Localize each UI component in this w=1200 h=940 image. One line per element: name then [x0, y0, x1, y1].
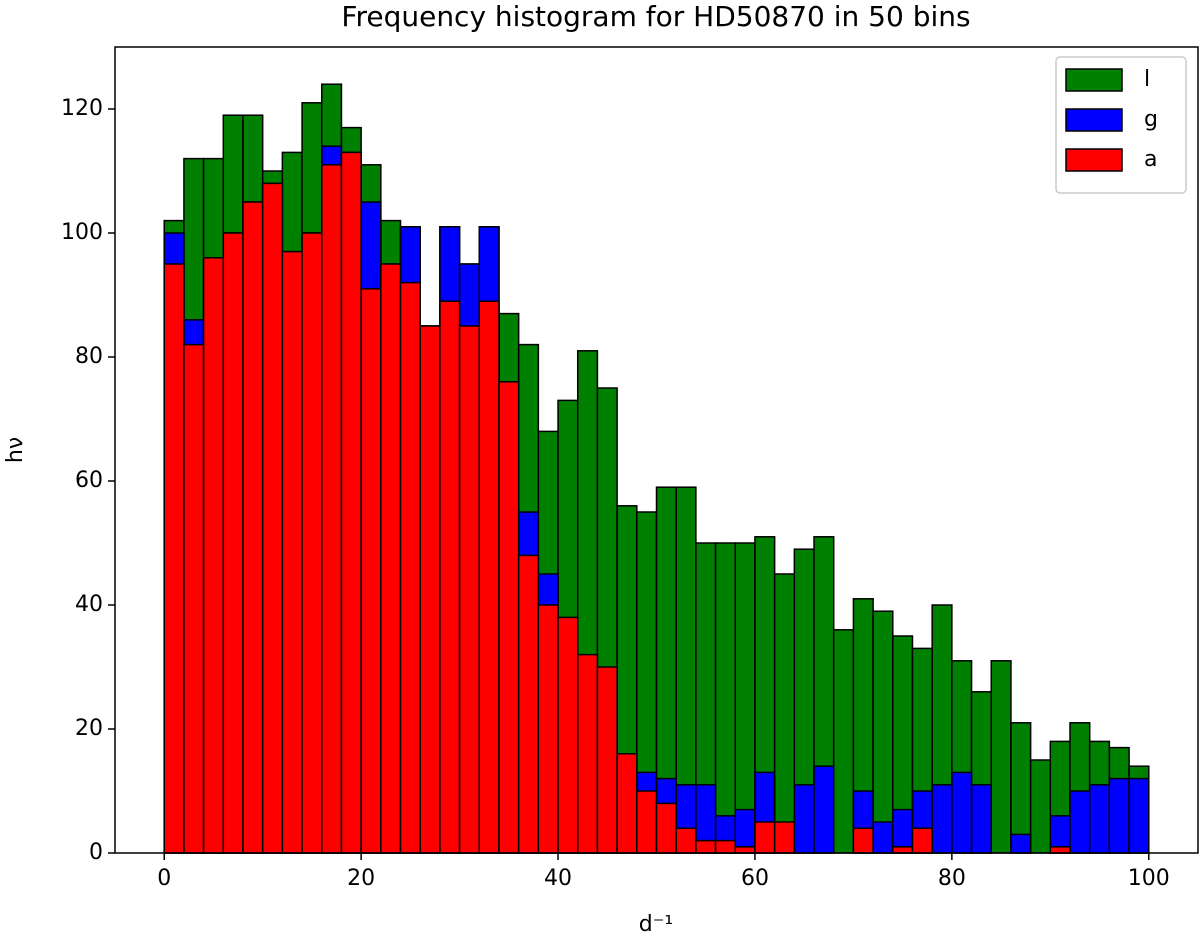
bar [183, 343, 205, 854]
bar [1069, 790, 1091, 854]
bar [675, 827, 697, 854]
bar [478, 300, 500, 854]
bar [419, 325, 441, 854]
x-tick-label: 0 [157, 866, 171, 891]
bar [163, 263, 185, 854]
y-tick-label: 100 [61, 220, 103, 245]
y-tick-label: 60 [75, 468, 103, 493]
legend: lga [1055, 56, 1187, 194]
bar [911, 827, 933, 854]
y-axis-label: hν [3, 437, 28, 463]
bar [872, 610, 894, 854]
x-tick-label: 100 [1128, 866, 1170, 891]
bar [321, 164, 343, 854]
chart-title: Frequency histogram for HD50870 in 50 bi… [341, 0, 970, 33]
x-tick-label: 80 [938, 866, 966, 891]
legend-swatch [1065, 148, 1123, 172]
bar [1049, 846, 1071, 854]
bar [773, 573, 796, 854]
legend-swatch [1065, 68, 1123, 92]
bar [754, 821, 776, 854]
bar [1029, 759, 1052, 854]
bar [202, 257, 225, 854]
legend-label: g [1144, 107, 1158, 132]
bar [380, 263, 402, 854]
y-tick-label: 80 [75, 344, 103, 369]
bar [281, 250, 303, 854]
bar [931, 784, 953, 854]
bar [458, 325, 481, 854]
plot-frame [114, 46, 1199, 854]
bar [636, 790, 658, 854]
bar [261, 182, 284, 854]
bar [537, 604, 559, 854]
bar [970, 784, 992, 854]
bar [714, 839, 737, 854]
bar [852, 827, 874, 854]
x-tick-label: 20 [347, 866, 375, 891]
y-tick-label: 40 [75, 592, 103, 617]
bar [596, 666, 618, 854]
bar [714, 542, 737, 854]
bar [360, 288, 382, 854]
bar [222, 232, 244, 854]
bar [1128, 777, 1150, 854]
x-tick-label: 60 [741, 866, 769, 891]
y-tick-label: 20 [75, 716, 103, 741]
bar [517, 554, 540, 854]
bar [734, 846, 756, 854]
bar [1010, 833, 1032, 854]
y-tick-label: 120 [61, 96, 103, 121]
bar [242, 201, 264, 854]
bar [498, 381, 520, 854]
bar [892, 846, 914, 854]
bar [832, 629, 855, 854]
bar [616, 753, 638, 854]
bar [695, 839, 717, 854]
legend-label: l [1144, 67, 1150, 92]
bar [813, 765, 835, 854]
bar [439, 300, 461, 854]
bar [793, 784, 815, 854]
bar [340, 151, 362, 854]
bar [1108, 777, 1130, 854]
bar [576, 653, 599, 854]
bar [655, 802, 677, 854]
bar [301, 232, 323, 854]
y-tick-label: 0 [89, 840, 103, 865]
bar [734, 542, 756, 854]
bar [773, 821, 796, 854]
bar [399, 281, 421, 854]
x-tick-label: 40 [544, 866, 572, 891]
x-axis-label: d⁻¹ [639, 912, 673, 937]
legend-swatch [1065, 108, 1123, 132]
bar [557, 616, 579, 854]
bar [990, 660, 1012, 854]
bar [1010, 722, 1032, 854]
bar [1088, 784, 1111, 854]
legend-label: a [1144, 147, 1157, 172]
bar [872, 821, 894, 854]
bar [951, 771, 973, 854]
